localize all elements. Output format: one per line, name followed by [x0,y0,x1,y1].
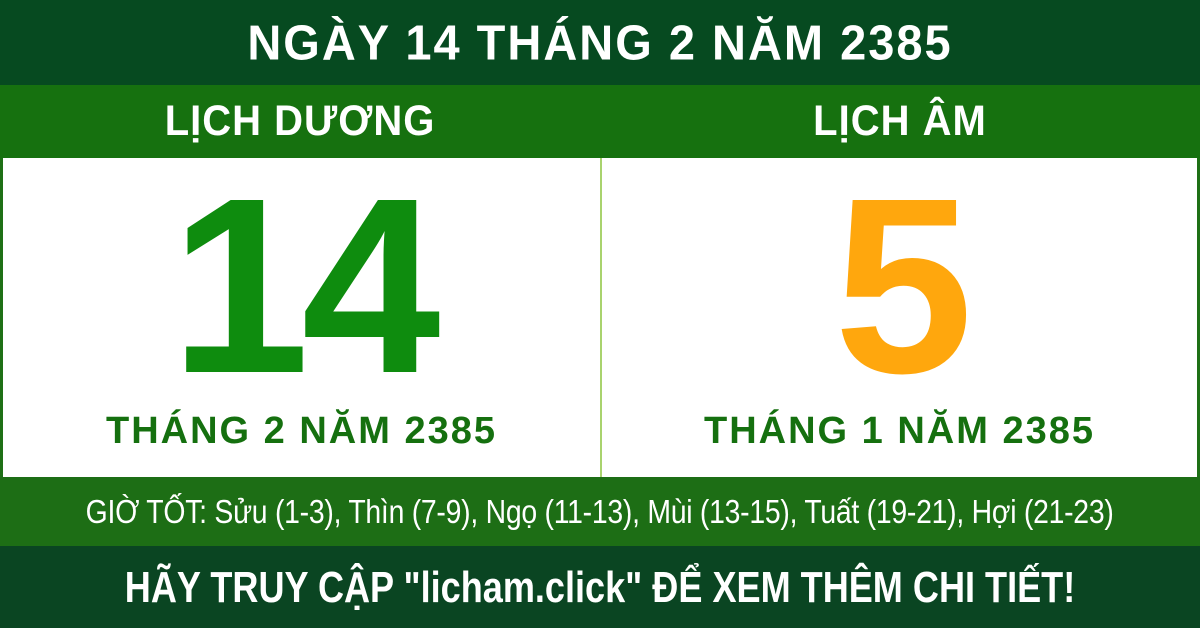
lunar-day-panel: 5 THÁNG 1 NĂM 2385 [600,158,1197,477]
calendar-type-bar: LỊCH DƯƠNG LỊCH ÂM [0,85,1200,158]
lunar-calendar-label: LỊCH ÂM [813,97,987,145]
footer-cta-text: HÃY TRUY CẬP "licham.click" ĐỂ XEM THÊM … [124,562,1076,611]
good-hours-bar: GIỜ TỐT: Sửu (1-3), Thìn (7-9), Ngọ (11-… [0,477,1200,546]
good-hours-list: Sửu (1-3), Thìn (7-9), Ngọ (11-13), Mùi … [214,492,1114,530]
solar-calendar-header: LỊCH DƯƠNG [0,85,600,158]
lunar-month-year: THÁNG 1 NĂM 2385 [704,409,1095,452]
date-header-bar: NGÀY 14 THÁNG 2 NĂM 2385 [0,0,1200,85]
solar-day-number: 14 [170,145,440,425]
good-hours-text: GIỜ TỐT: Sửu (1-3), Thìn (7-9), Ngọ (11-… [86,493,1114,531]
solar-calendar-label: LỊCH DƯƠNG [164,97,436,145]
solar-day-panel: 14 THÁNG 2 NĂM 2385 [3,158,600,477]
good-hours-label: GIỜ TỐT: [86,492,208,530]
solar-month-year: THÁNG 2 NĂM 2385 [106,409,497,452]
footer-banner: HÃY TRUY CẬP "licham.click" ĐỂ XEM THÊM … [0,546,1200,628]
date-title: NGÀY 14 THÁNG 2 NĂM 2385 [247,14,953,71]
lunar-day-number: 5 [833,145,973,425]
calendar-card: 14 THÁNG 2 NĂM 2385 5 THÁNG 1 NĂM 2385 [0,158,1200,477]
lunar-calendar-header: LỊCH ÂM [600,85,1200,158]
